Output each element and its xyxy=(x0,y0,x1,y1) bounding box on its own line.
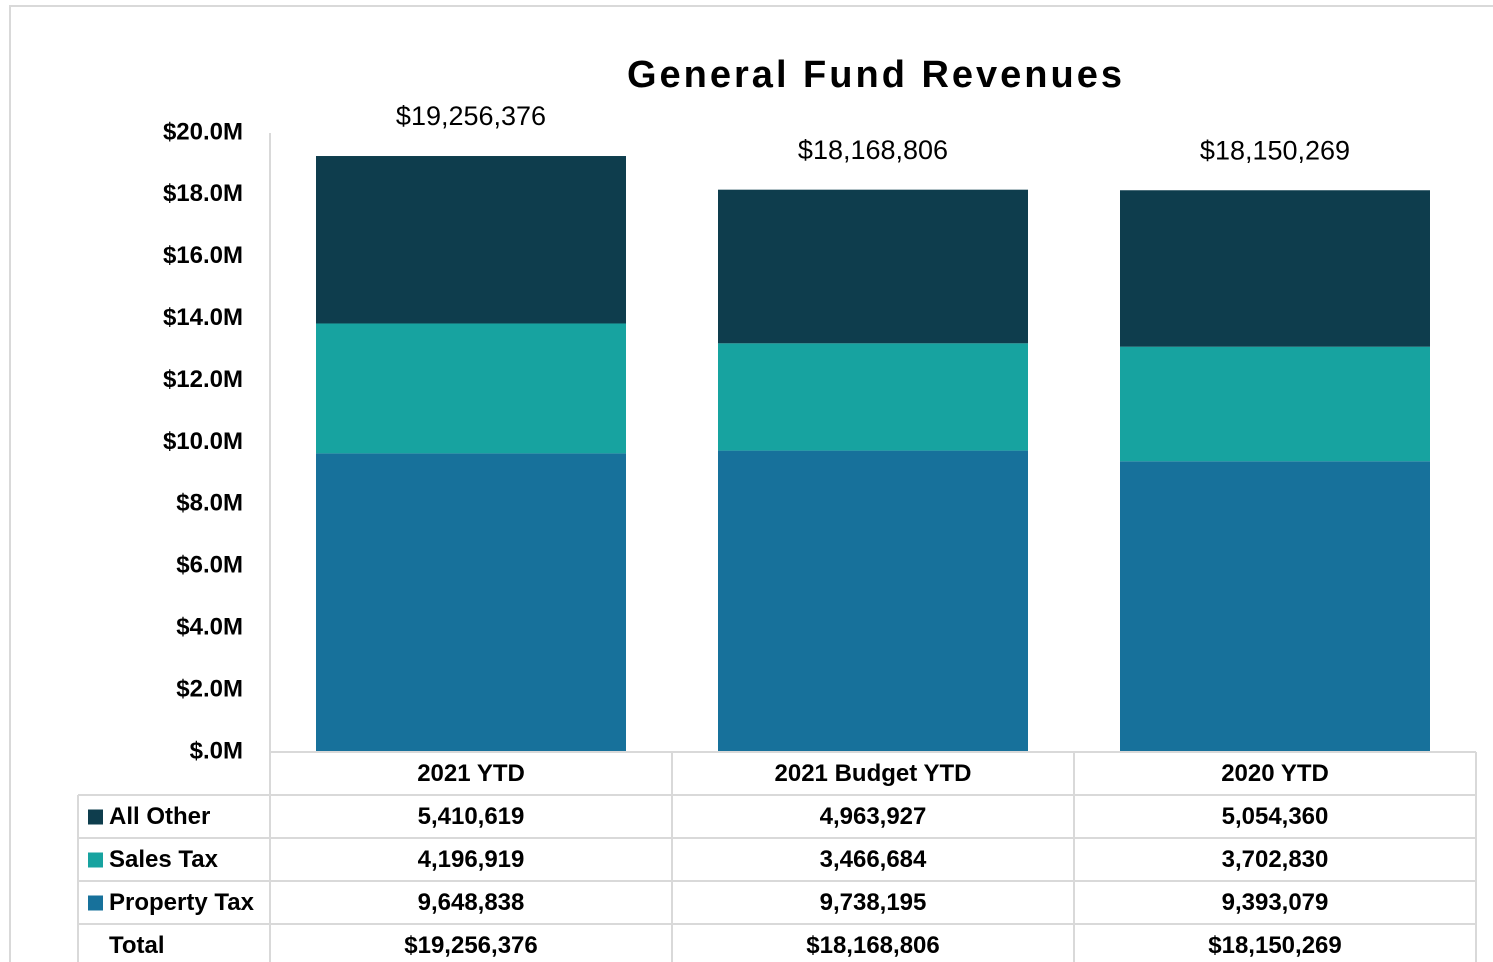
y-tick-label: $6.0M xyxy=(176,552,243,579)
total-row-label: Total xyxy=(109,932,165,959)
bar-segment xyxy=(316,453,626,752)
table-cell: 4,196,919 xyxy=(418,846,525,873)
table-cell: $18,168,806 xyxy=(806,932,939,959)
table-cell: 9,648,838 xyxy=(418,889,525,916)
x-tick-label: 2020 YTD xyxy=(1221,760,1329,787)
bar-segment xyxy=(718,189,1028,344)
table-cell: 9,393,079 xyxy=(1222,889,1329,916)
table-cell: $18,150,269 xyxy=(1208,932,1341,959)
bar-segment xyxy=(316,156,626,324)
table-cell: 5,054,360 xyxy=(1222,803,1329,830)
y-tick-label: $14.0M xyxy=(163,304,243,331)
y-tick-label: $2.0M xyxy=(176,675,243,702)
y-tick-label: $.0M xyxy=(190,737,243,764)
y-tick-label: $20.0M xyxy=(163,118,243,145)
total-label: $18,168,806 xyxy=(798,135,948,165)
y-tick-label: $4.0M xyxy=(176,614,243,641)
y-tick-label: $12.0M xyxy=(163,366,243,393)
y-tick-label: $16.0M xyxy=(163,242,243,269)
chart-frame xyxy=(9,5,1493,962)
y-tick-label: $10.0M xyxy=(163,428,243,455)
bar-segment xyxy=(1120,461,1430,752)
bar-segment xyxy=(718,450,1028,752)
bar-segment xyxy=(1120,346,1430,462)
table-cell: 5,410,619 xyxy=(418,803,525,830)
x-tick-label: 2021 Budget YTD xyxy=(775,760,972,787)
legend-label: All Other xyxy=(109,803,210,830)
total-label: $18,150,269 xyxy=(1200,135,1350,165)
x-tick-label: 2021 YTD xyxy=(417,760,525,787)
y-tick-label: $18.0M xyxy=(163,180,243,207)
bar-segment xyxy=(1120,190,1430,347)
chart-title: General Fund Revenues xyxy=(627,54,1125,96)
table-cell: 9,738,195 xyxy=(820,889,927,916)
legend-label: Property Tax xyxy=(109,889,255,916)
legend-label: Sales Tax xyxy=(109,846,219,873)
table-cell: 3,702,830 xyxy=(1222,846,1329,873)
table-cell: 4,963,927 xyxy=(820,803,927,830)
legend-swatch xyxy=(88,852,103,868)
bar-segment xyxy=(718,343,1028,451)
legend-swatch xyxy=(88,895,103,911)
total-label: $19,256,376 xyxy=(396,101,546,131)
legend-swatch xyxy=(88,809,103,825)
table-cell: 3,466,684 xyxy=(820,846,927,873)
table-cell: $19,256,376 xyxy=(404,932,537,959)
bar-segment xyxy=(316,323,626,454)
y-tick-label: $8.0M xyxy=(176,490,243,517)
